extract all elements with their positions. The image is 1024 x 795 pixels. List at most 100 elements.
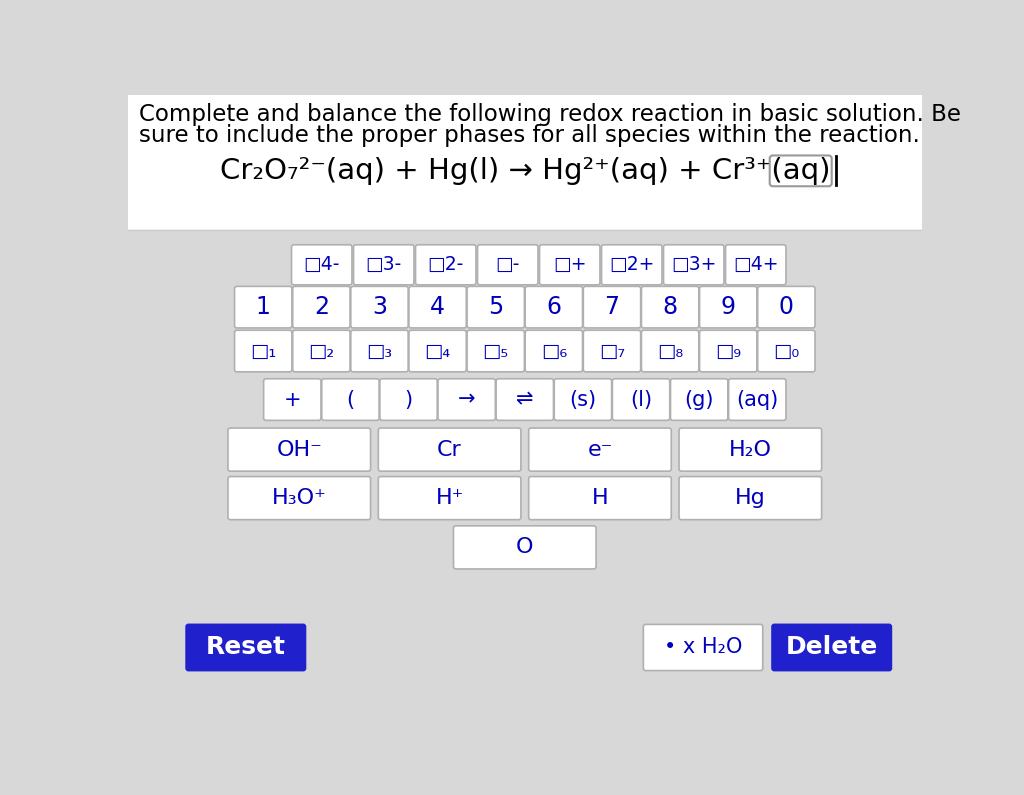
Text: □4+: □4+	[733, 255, 778, 274]
FancyBboxPatch shape	[528, 476, 672, 520]
Text: Reset: Reset	[206, 635, 286, 660]
FancyBboxPatch shape	[292, 245, 352, 285]
Text: □4-: □4-	[303, 255, 340, 274]
FancyBboxPatch shape	[467, 330, 524, 372]
Text: (g): (g)	[684, 390, 714, 409]
FancyBboxPatch shape	[438, 378, 496, 421]
FancyBboxPatch shape	[643, 624, 763, 671]
FancyBboxPatch shape	[409, 330, 466, 372]
FancyBboxPatch shape	[496, 378, 554, 421]
Text: □₁: □₁	[250, 342, 276, 361]
Text: H₂O: H₂O	[729, 440, 772, 460]
Bar	[128, 95, 922, 230]
Text: 3: 3	[372, 295, 387, 319]
Text: O: O	[516, 537, 534, 557]
Text: □₅: □₅	[482, 342, 509, 361]
FancyBboxPatch shape	[584, 330, 641, 372]
FancyBboxPatch shape	[454, 525, 596, 569]
FancyBboxPatch shape	[228, 476, 371, 520]
Text: H: H	[592, 488, 608, 508]
Text: 0: 0	[779, 295, 794, 319]
Text: Cr: Cr	[437, 440, 462, 460]
FancyBboxPatch shape	[467, 286, 524, 328]
Text: □₀: □₀	[773, 342, 800, 361]
FancyBboxPatch shape	[729, 378, 786, 421]
FancyBboxPatch shape	[477, 245, 538, 285]
Text: 2: 2	[314, 295, 329, 319]
FancyBboxPatch shape	[528, 428, 672, 471]
Text: 5: 5	[488, 295, 504, 319]
Text: □₃: □₃	[367, 342, 392, 361]
Text: H₃O⁺: H₃O⁺	[271, 488, 327, 508]
Text: Complete and balance the following redox reaction in basic solution. Be: Complete and balance the following redox…	[139, 103, 961, 126]
FancyBboxPatch shape	[263, 378, 321, 421]
FancyBboxPatch shape	[584, 286, 641, 328]
Text: 9: 9	[721, 295, 735, 319]
FancyBboxPatch shape	[351, 286, 409, 328]
FancyBboxPatch shape	[351, 330, 409, 372]
Text: □-: □-	[496, 255, 520, 274]
Text: e⁻: e⁻	[588, 440, 612, 460]
Text: Delete: Delete	[785, 635, 878, 660]
Text: □2-: □2-	[428, 255, 464, 274]
Text: □2+: □2+	[609, 255, 654, 274]
FancyBboxPatch shape	[378, 428, 521, 471]
Text: H⁺: H⁺	[435, 488, 464, 508]
FancyBboxPatch shape	[378, 476, 521, 520]
FancyBboxPatch shape	[525, 330, 583, 372]
Text: 4: 4	[430, 295, 445, 319]
FancyBboxPatch shape	[525, 286, 583, 328]
FancyBboxPatch shape	[380, 378, 437, 421]
Text: sure to include the proper phases for all species within the reaction.: sure to include the proper phases for al…	[139, 124, 920, 147]
FancyBboxPatch shape	[699, 286, 757, 328]
Text: □₈: □₈	[657, 342, 683, 361]
FancyBboxPatch shape	[186, 624, 305, 671]
FancyBboxPatch shape	[679, 428, 821, 471]
Text: 7: 7	[604, 295, 620, 319]
Text: □₇: □₇	[599, 342, 625, 361]
FancyBboxPatch shape	[758, 330, 815, 372]
FancyBboxPatch shape	[416, 245, 476, 285]
Text: (aq): (aq)	[736, 390, 778, 409]
FancyBboxPatch shape	[641, 286, 698, 328]
Text: □₉: □₉	[715, 342, 741, 361]
FancyBboxPatch shape	[772, 624, 891, 671]
Bar	[128, 230, 922, 708]
FancyBboxPatch shape	[540, 245, 600, 285]
FancyBboxPatch shape	[679, 476, 821, 520]
FancyBboxPatch shape	[228, 428, 371, 471]
FancyBboxPatch shape	[554, 378, 611, 421]
Text: □+: □+	[553, 255, 587, 274]
Text: →: →	[458, 390, 475, 409]
Text: • x H₂O: • x H₂O	[664, 638, 742, 657]
FancyBboxPatch shape	[758, 286, 815, 328]
Text: (: (	[346, 390, 354, 409]
Text: 6: 6	[547, 295, 561, 319]
FancyBboxPatch shape	[293, 330, 350, 372]
Text: +: +	[284, 390, 301, 409]
FancyBboxPatch shape	[699, 330, 757, 372]
FancyBboxPatch shape	[641, 330, 698, 372]
FancyBboxPatch shape	[726, 245, 786, 285]
FancyBboxPatch shape	[322, 378, 379, 421]
Text: OH⁻: OH⁻	[276, 440, 323, 460]
Text: (l): (l)	[630, 390, 652, 409]
Text: □3-: □3-	[366, 255, 401, 274]
Text: Cr₂O₇²⁻(aq) + Hg(l) → Hg²⁺(aq) + Cr³⁺(aq): Cr₂O₇²⁻(aq) + Hg(l) → Hg²⁺(aq) + Cr³⁺(aq…	[219, 157, 830, 185]
FancyBboxPatch shape	[353, 245, 414, 285]
Text: □₆: □₆	[541, 342, 567, 361]
FancyBboxPatch shape	[234, 286, 292, 328]
FancyBboxPatch shape	[664, 245, 724, 285]
FancyBboxPatch shape	[601, 245, 662, 285]
FancyBboxPatch shape	[293, 286, 350, 328]
Text: □₄: □₄	[425, 342, 451, 361]
FancyBboxPatch shape	[612, 378, 670, 421]
Text: 8: 8	[663, 295, 678, 319]
Text: (s): (s)	[569, 390, 597, 409]
Text: ⇌: ⇌	[516, 390, 534, 409]
Text: 1: 1	[256, 295, 270, 319]
FancyBboxPatch shape	[671, 378, 728, 421]
FancyBboxPatch shape	[234, 330, 292, 372]
Text: Hg: Hg	[735, 488, 766, 508]
Text: □₂: □₂	[308, 342, 335, 361]
